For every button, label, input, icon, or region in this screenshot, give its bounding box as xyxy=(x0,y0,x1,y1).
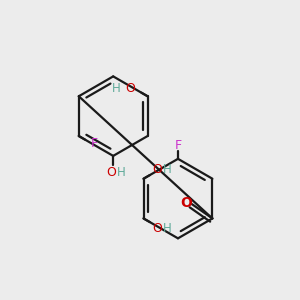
Text: O: O xyxy=(181,196,193,210)
Text: H: H xyxy=(163,221,171,235)
Text: O: O xyxy=(125,82,135,95)
Text: H: H xyxy=(117,166,126,178)
Text: O: O xyxy=(153,221,163,235)
Text: O: O xyxy=(106,166,116,178)
Text: H: H xyxy=(163,163,171,176)
Text: O: O xyxy=(153,163,163,176)
Text: H: H xyxy=(112,82,121,95)
Text: F: F xyxy=(174,139,182,152)
Text: F: F xyxy=(91,137,98,150)
